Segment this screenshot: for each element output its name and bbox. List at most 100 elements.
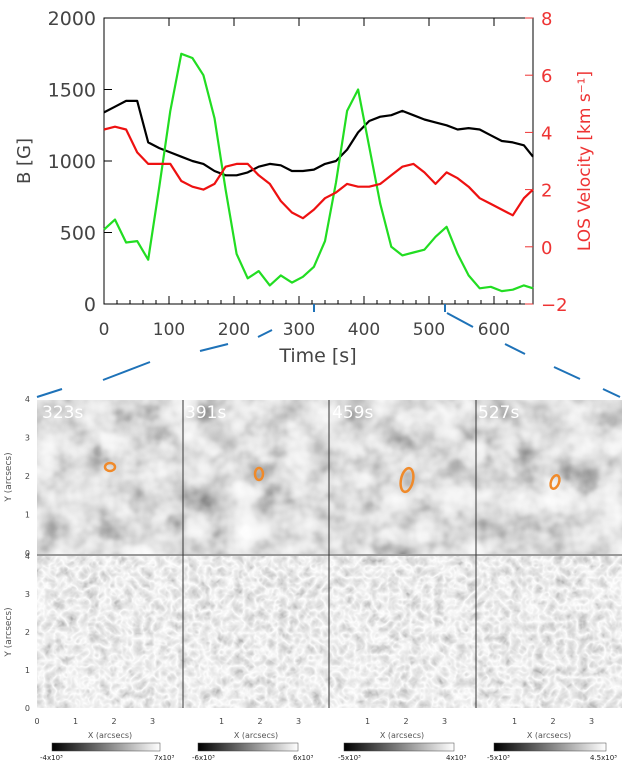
panel-x-label-4: X (arcsecs) [527,731,571,740]
panel-x-label-3: X (arcsecs) [380,731,424,740]
panel-x-label-2: X (arcsecs) [234,731,278,740]
time-labels: 323s 391s 459s 527s [42,403,519,423]
time-label-3: 459s [332,403,373,423]
panel-bottom-y-tick-4: 4 [25,552,30,561]
plot-frame [103,17,534,305]
field-panel-2 [183,556,329,708]
x-tick-label-5: 500 [413,320,445,340]
field-row [37,556,622,708]
colorbar-2-max: 6x10³ [293,754,314,762]
panel-y-label-bottom: Y (arcsecs) [4,607,14,657]
series-line-2 [103,52,534,293]
y-tick-label-2: 1000 [48,151,96,173]
field-panel-1 [37,556,183,708]
zoom-line-right-e [602,388,621,398]
panel-1-x-tick-3: 3 [150,717,155,726]
y-tick-label-3: 1500 [48,80,96,102]
panel-3-x-tick-0: 1 [365,717,370,726]
contour-527s [549,474,561,490]
colorbars: -4x10³ 7x10³ -6x10³ 6x10³ -5x10³ 4x10³ -… [40,742,617,762]
panel-top-y-tick-2: 2 [25,472,30,481]
contour-459s [399,466,415,494]
panel-3-x-tick-1: 2 [403,717,408,726]
y-axis-label: B [G] [14,138,35,184]
y2-tick-label-4: 6 [541,66,552,87]
panel-1-x-tick-2: 2 [111,717,116,726]
panel-2-x-tick-1: 2 [257,717,262,726]
series-layer [103,52,534,293]
panel-bottom-y-tick-2: 2 [25,628,30,637]
panel-top-y-tick-4: 4 [25,395,30,404]
y2-tick-label-2: 2 [541,181,552,202]
y-tick-label-1: 500 [60,223,96,245]
zoom-line-right-d [553,366,581,380]
time-label-2: 391s [185,403,226,423]
zoom-line-left-c [199,343,229,352]
y2-tick-label-0: −2 [541,295,568,316]
panel-4-x-tick-1: 2 [550,717,555,726]
colorbar-1-max: 7x10³ [154,754,175,762]
panel-1-x-tick-1: 1 [73,717,78,726]
panel-4-x-tick-0: 1 [512,717,517,726]
colorbar-4 [493,742,607,752]
field-panel-4 [476,556,622,708]
panel-3-x-tick-2: 3 [442,717,447,726]
panel-bottom-y-tick-0: 0 [25,704,30,713]
y2-tick-label-1: 0 [541,238,552,259]
zoom-line-left-e [36,388,63,398]
panel-1-x-tick-0: 0 [34,717,39,726]
x-tick-label-3: 300 [283,320,315,340]
time-label-4: 527s [478,403,519,423]
x-tick-label-1: 100 [153,320,185,340]
panel-2-x-tick-2: 3 [296,717,301,726]
line-chart: 0 100 200 300 400 500 600 0 500 1000 1500 2000 −2 0 2 4… [14,8,595,367]
colorbar-1 [51,742,161,752]
panel-2-x-tick-0: 1 [219,717,224,726]
image-panels: 323s 391s 459s 527s Y (arcsecs) Y (arcse… [4,395,622,762]
x-tick-label-4: 400 [348,320,380,340]
panel-dividers [37,400,622,708]
granulation-panel-4 [476,400,622,554]
panel-bottom-y-tick-1: 1 [25,666,30,675]
panel-top-y-tick-1: 1 [25,511,30,520]
zoom-connectors [36,304,621,398]
x-tick-label-2: 200 [218,320,250,340]
panel-bottom-y-tick-3: 3 [25,590,30,599]
panel-y-label-top: Y (arcsecs) [4,452,14,502]
colorbar-2-min: -6x10³ [192,754,215,762]
granulation-panel-1 [37,400,183,554]
field-panel-3 [329,556,476,708]
time-label-1: 323s [42,403,83,423]
panel-x-labels: X (arcsecs) X (arcsecs) X (arcsecs) X (a… [88,731,571,740]
contour-391s [253,466,265,482]
y2-axis-label: LOS Velocity [km s⁻¹] [575,71,595,251]
zoom-line-right-c [504,343,526,355]
colorbar-4-min: -5x10³ [487,754,510,762]
axes-layer: 0 100 200 300 400 500 600 0 500 1000 1500 2000 −2 0 2 4… [48,8,568,340]
y2-tick-label-5: 8 [541,9,552,30]
granulation-row [37,400,622,554]
panel-4-x-tick-2: 3 [589,717,594,726]
panel-x-label-1: X (arcsecs) [88,731,132,740]
feature-contours [103,461,561,494]
zoom-line-right-b [446,312,474,328]
colorbar-4-max: 4.5x10³ [590,754,617,762]
series-line-1 [103,99,534,177]
y-tick-label-0: 0 [84,294,96,316]
panel-top-y-tick-3: 3 [25,434,30,443]
colorbar-3-min: -5x10³ [338,754,361,762]
contour-323s [103,461,117,473]
colorbar-2 [197,742,299,752]
y-tick-label-4: 2000 [48,8,96,30]
x-tick-label-6: 600 [478,320,510,340]
x-axis-label: Time [s] [278,345,356,367]
colorbar-1-min: -4x10³ [40,754,63,762]
series-line-3 [103,125,534,220]
panel-top-y-tick-0: 0 [25,549,30,558]
y2-tick-label-3: 4 [541,123,552,144]
zoom-line-left-b [257,329,273,338]
colorbar-3 [343,742,455,752]
x-tick-label-0: 0 [99,320,110,340]
